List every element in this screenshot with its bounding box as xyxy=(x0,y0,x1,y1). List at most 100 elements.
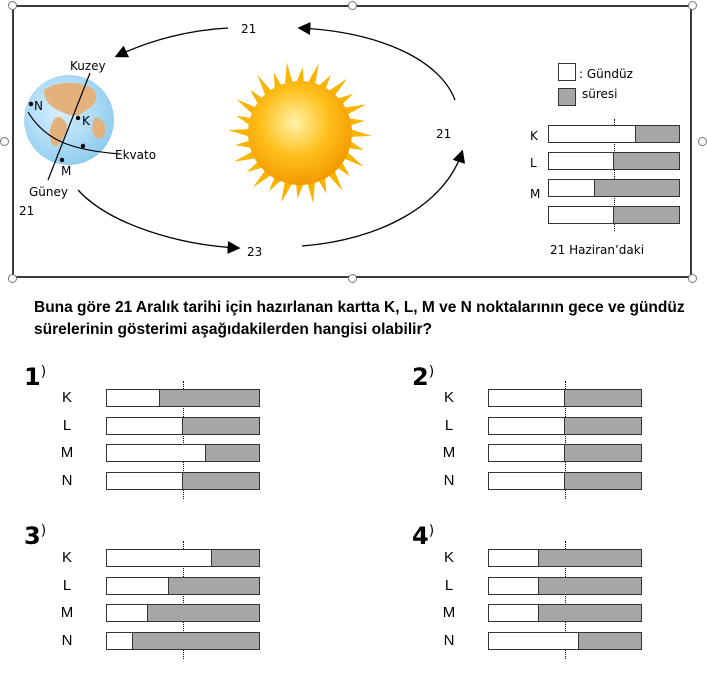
day-portion xyxy=(107,550,212,566)
option-bar xyxy=(488,549,642,567)
orbit-arrow-top-left xyxy=(114,27,229,58)
option-number-2[interactable]: 2) xyxy=(412,363,434,391)
option-bar xyxy=(106,389,260,407)
option-paren: ) xyxy=(40,523,47,539)
sun-ray xyxy=(236,115,253,126)
option-row-label: K xyxy=(443,549,454,566)
day-portion xyxy=(489,390,565,406)
sun-ray xyxy=(349,129,372,137)
option-row-label: K xyxy=(443,389,454,406)
resize-handle-bottom-left[interactable] xyxy=(8,274,17,283)
option-paren: ) xyxy=(428,364,435,380)
option-bar xyxy=(488,604,642,622)
resize-handle-top-right[interactable] xyxy=(688,1,697,10)
orbit-arrow-bottom-left xyxy=(77,189,241,254)
equator-label: Ekvato xyxy=(115,148,157,162)
north-label: Kuzey xyxy=(70,59,106,73)
reference-midline xyxy=(614,119,615,231)
point-label-n: N xyxy=(34,99,43,113)
sun-icon xyxy=(228,62,372,204)
resize-handle-bottom-mid[interactable] xyxy=(348,274,357,283)
south-label: Güney xyxy=(29,185,68,199)
option-bar xyxy=(488,389,642,407)
sun-ray xyxy=(343,151,364,167)
day-portion xyxy=(549,153,614,169)
option-bar xyxy=(488,631,642,650)
option-row-label: K xyxy=(61,389,72,406)
sun-ray xyxy=(235,140,253,148)
option-row-label: L xyxy=(62,416,72,434)
option-digit: 4 xyxy=(412,522,429,550)
option-bar xyxy=(488,416,642,435)
reference-row-label: L xyxy=(530,156,537,170)
option-row-label: N xyxy=(61,631,73,649)
day-portion xyxy=(107,577,170,594)
sun-ray xyxy=(281,180,293,203)
option-digit: 2 xyxy=(412,363,429,391)
orbit-arrow-top-right xyxy=(297,22,456,101)
resize-handle-mid-left[interactable] xyxy=(0,137,9,146)
legend-day-label: : Gündüz xyxy=(579,67,633,81)
option-midline xyxy=(183,381,184,499)
reference-row-label: K xyxy=(530,129,538,143)
option-row-label: M xyxy=(442,604,456,621)
option-midline xyxy=(183,541,184,659)
orbit-arrow-bottom-right xyxy=(301,149,466,247)
option-bar xyxy=(488,471,642,490)
sun-ray xyxy=(285,62,293,86)
option-row-label: L xyxy=(444,416,454,434)
orbit-label-left: 21 xyxy=(19,204,35,218)
option-digit: 1 xyxy=(24,363,41,391)
reference-caption: 21 Haziran’daki xyxy=(550,243,645,257)
sun-ray xyxy=(296,67,304,84)
legend-night-swatch xyxy=(558,88,576,106)
sun-ray xyxy=(307,63,319,86)
sun-ray xyxy=(252,169,272,188)
sun-ray xyxy=(233,151,257,162)
option-row-label: K xyxy=(61,549,72,566)
resize-handle-top-left[interactable] xyxy=(8,1,17,10)
day-portion xyxy=(107,417,183,434)
option-midline xyxy=(565,381,566,499)
option-row-label: L xyxy=(444,576,454,594)
sun-ray xyxy=(347,140,364,151)
orbit-label-top: 21 xyxy=(241,22,257,36)
sun-ray xyxy=(343,104,367,115)
day-portion xyxy=(549,126,637,142)
option-number-4[interactable]: 4) xyxy=(412,522,434,550)
sun-ray xyxy=(257,75,272,97)
day-portion xyxy=(107,445,206,461)
option-paren: ) xyxy=(428,523,435,539)
legend-day-label-2: süresi xyxy=(582,87,618,101)
day-portion xyxy=(489,550,540,566)
option-bar xyxy=(106,444,260,462)
resize-handle-bottom-right[interactable] xyxy=(688,274,697,283)
sun-ray xyxy=(328,78,348,97)
orbit-label-right: 21 xyxy=(436,127,452,141)
earth-globe-icon xyxy=(24,72,121,181)
sun-ray xyxy=(347,118,365,126)
option-bar xyxy=(106,604,260,622)
point-label-m: M xyxy=(61,164,72,178)
option-bar xyxy=(106,631,260,650)
option-digit: 3 xyxy=(24,522,41,550)
day-portion xyxy=(107,390,161,406)
reference-bar xyxy=(548,206,680,224)
reference-row-label: M xyxy=(530,187,541,201)
option-paren: ) xyxy=(40,364,47,380)
day-portion xyxy=(489,417,565,434)
option-number-3[interactable]: 3) xyxy=(24,522,46,550)
day-portion xyxy=(489,632,579,649)
option-row-label: M xyxy=(442,444,456,461)
sun-ray xyxy=(296,182,304,199)
sun-ray xyxy=(307,180,315,204)
day-portion xyxy=(489,577,540,594)
resize-handle-top-mid[interactable] xyxy=(348,1,357,10)
day-portion xyxy=(107,605,149,621)
option-row-label: N xyxy=(61,471,73,489)
option-bar xyxy=(106,416,260,435)
option-number-1[interactable]: 1) xyxy=(24,363,46,391)
sun-ray xyxy=(228,129,251,137)
reference-bar xyxy=(548,125,680,143)
option-bar xyxy=(106,471,260,490)
